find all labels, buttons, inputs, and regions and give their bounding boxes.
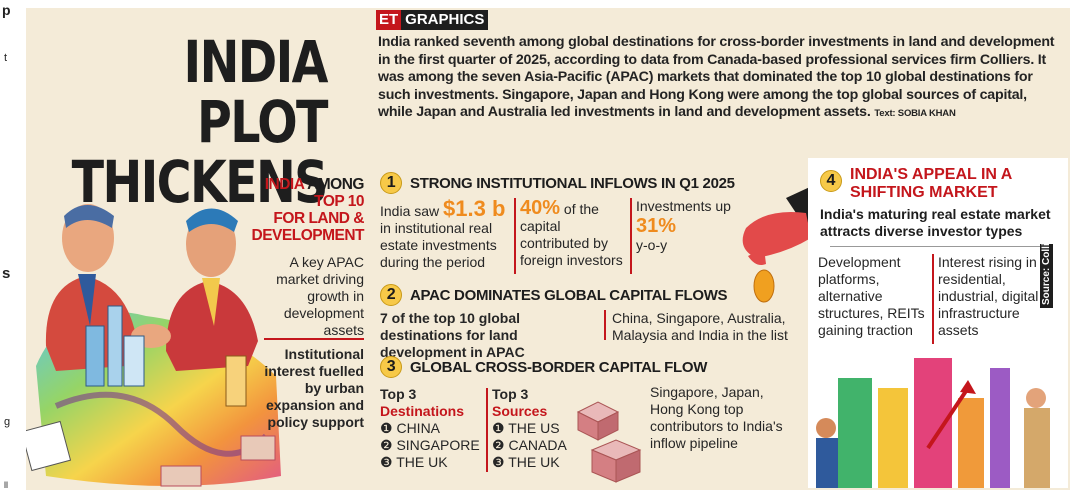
et-graphics-logo: ET GRAPHICS [376, 10, 489, 30]
destinations-title-1: Top 3 [380, 386, 417, 402]
sources-title-2: Sources [492, 403, 548, 419]
skyline-illustration [816, 358, 1050, 488]
fragment-text: s [2, 265, 11, 282]
stat-1.3b: India saw $1.3 b in institutional real e… [380, 198, 516, 271]
section-3-heading: 3 GLOBAL CROSS-BORDER CAPITAL FLOW [380, 356, 707, 378]
heading-top10: TOP 10 [314, 193, 364, 210]
stat-c-value: 31% [636, 215, 677, 237]
section-2-heading: 2 APAC DOMINATES GLOBAL CAPITAL FLOWS [380, 284, 728, 306]
apac-destinations-text: 7 of the top 10 global destinations for … [380, 310, 525, 360]
apac-market-text: A key APAC market driving growth in deve… [276, 254, 364, 338]
title-line-2: THICKENS [71, 148, 329, 216]
heading-india: INDIA [264, 176, 305, 193]
stat-a-value: $1.3 b [443, 196, 506, 221]
divider [514, 198, 516, 274]
section-1-heading: 1 STRONG INSTITUTIONAL INFLOWS IN Q1 202… [380, 172, 735, 194]
title-line-1: INDIA PLOT [183, 28, 329, 156]
intro-paragraph: India ranked seventh among global destin… [378, 34, 1058, 123]
section-1-number: 1 [380, 172, 402, 194]
sources-title-1: Top 3 [492, 386, 529, 402]
heading-land: FOR LAND & [273, 210, 364, 227]
stat-b-post2: the capital contributed by foreign inves… [520, 201, 623, 268]
infographic-panel: ET GRAPHICS INDIA PLOT THICKENS India ra… [26, 8, 1070, 490]
fragment-text: g [4, 416, 11, 428]
source-label: Source: Colliers [1040, 228, 1053, 308]
intro-text: India ranked seventh among global destin… [378, 34, 1055, 121]
source-item: ❶ THE US [492, 420, 560, 436]
india-among-top10-heading: INDIA AMONG TOP 10 FOR LAND & DEVELOPMEN… [244, 176, 365, 244]
fragment-text: t [4, 52, 8, 64]
fragment-text: ll [4, 480, 8, 490]
section-4-box: 4 INDIA'S APPEAL IN A SHIFTING MARKET In… [808, 158, 1068, 488]
apac-countries-text: China, Singapore, Australia, Malaysia an… [612, 310, 788, 343]
destination-item: ❷ SINGAPORE [380, 437, 480, 453]
destination-item: ❶ CHINA [380, 420, 441, 436]
stat-c-pre: Investments up [636, 198, 731, 214]
container-boxes-illustration [576, 401, 642, 483]
page-title: INDIA PLOT THICKENS [48, 28, 329, 216]
development-platforms-text: Development platforms, alternative struc… [818, 254, 925, 338]
divider [932, 254, 934, 344]
section-4-heading: 4 INDIA'S APPEAL IN A SHIFTING MARKET [820, 166, 1030, 202]
interest-rising-text: Interest rising in residential, industri… [938, 254, 1039, 338]
stat-a-pre: India saw [380, 203, 440, 219]
section-3-title: GLOBAL CROSS-BORDER CAPITAL FLOW [410, 358, 708, 376]
businessmen-illustration [26, 204, 281, 487]
section-1-title: STRONG INSTITUTIONAL INFLOWS IN Q1 2025 [410, 174, 735, 192]
stat-a-post: in institutional real estate investments… [380, 220, 497, 270]
section-2-title: APAC DOMINATES GLOBAL CAPITAL FLOWS [410, 286, 728, 304]
top3-sources: Top 3 Sources ❶ THE US ❷ CANADA ❸ THE UK [492, 386, 582, 471]
heading-among: AMONG [303, 176, 364, 193]
fragment-text: p [2, 2, 11, 18]
logo-graphics: GRAPHICS [401, 10, 489, 30]
stat-b-post1: of [563, 201, 576, 217]
source-item: ❷ CANADA [492, 437, 567, 453]
stat-b-value: 40% [520, 197, 561, 219]
destinations-title-2: Destinations [380, 403, 465, 419]
stat-40pct: 40% of the capital contributed by foreig… [520, 197, 632, 269]
divider [264, 338, 364, 340]
destination-item: ❸ THE UK [380, 454, 448, 470]
source-item: ❸ THE UK [492, 454, 560, 470]
divider [630, 198, 632, 274]
stat-c-post: y-o-y [636, 237, 668, 253]
divider [604, 310, 606, 340]
top3-destinations: Top 3 Destinations ❶ CHINA ❷ SINGAPORE ❸… [380, 386, 490, 471]
divider [830, 246, 1050, 247]
section-4-title: INDIA'S APPEAL IN A SHIFTING MARKET [850, 166, 1012, 201]
logo-et: ET [376, 10, 402, 30]
inflow-pipeline-note: Singapore, Japan, Hong Kong top contribu… [650, 384, 783, 451]
section-2-number: 2 [380, 284, 402, 306]
section-4-subheading: India's maturing real estate market attr… [820, 206, 1051, 239]
heading-development: DEVELOPMENT [251, 227, 365, 244]
section-4-number: 4 [820, 170, 842, 192]
section-3-number: 3 [380, 356, 402, 378]
stat-31pct: Investments up 31% y-o-y [636, 198, 746, 254]
institutional-interest-text: Institutional interest fuelled by urban … [264, 346, 364, 430]
intro-credit: Text: SOBIA KHAN [874, 108, 956, 120]
divider [486, 388, 488, 472]
